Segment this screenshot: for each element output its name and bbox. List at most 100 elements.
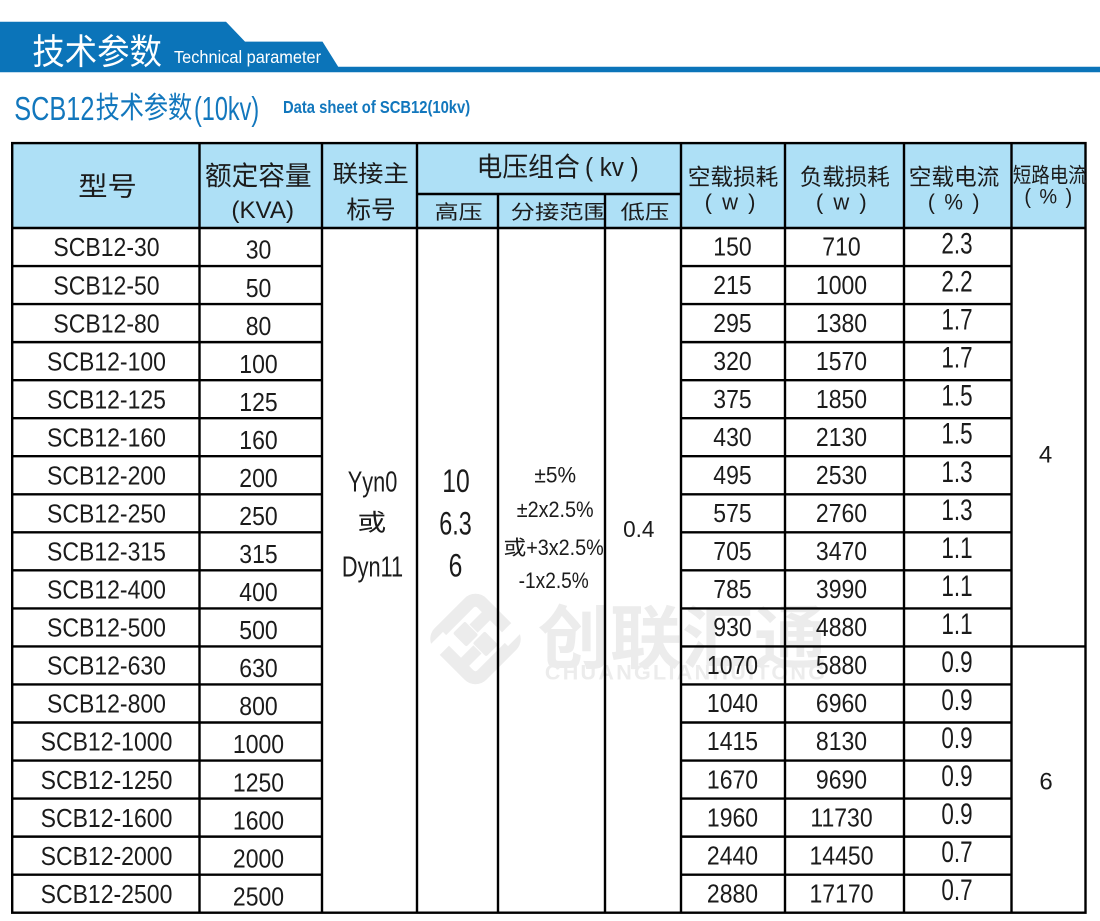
svg-text:50: 50	[246, 275, 272, 304]
svg-text:9690: 9690	[816, 766, 867, 795]
svg-text:SCB12-250: SCB12-250	[47, 500, 166, 529]
svg-text:1670: 1670	[707, 766, 758, 795]
svg-text:100: 100	[239, 351, 277, 380]
svg-text:-1x2.5%: -1x2.5%	[519, 569, 589, 594]
svg-text:0.9: 0.9	[941, 759, 972, 793]
svg-text:1380: 1380	[816, 310, 867, 339]
svg-text:1415: 1415	[707, 728, 758, 757]
svg-text:(10kv): (10kv)	[194, 91, 259, 128]
svg-text:2440: 2440	[707, 842, 758, 871]
svg-text:1.5: 1.5	[941, 417, 972, 451]
svg-text:( w ): ( w )	[705, 190, 758, 215]
svg-text:630: 630	[239, 655, 277, 684]
svg-text:SCB12-2500: SCB12-2500	[41, 881, 173, 910]
svg-text:14450: 14450	[810, 842, 874, 871]
svg-text:1070: 1070	[707, 652, 758, 681]
svg-text:SCB12-400: SCB12-400	[47, 576, 166, 605]
svg-text:SCB12-1250: SCB12-1250	[41, 767, 173, 796]
svg-text:+3x2.5%: +3x2.5%	[526, 536, 604, 560]
svg-text:17170: 17170	[810, 880, 874, 909]
svg-text:±2x2.5%: ±2x2.5%	[517, 498, 594, 522]
svg-text:1040: 1040	[707, 690, 758, 719]
svg-text:SCB12-160: SCB12-160	[47, 424, 166, 453]
svg-text:( kv ): ( kv )	[585, 153, 639, 182]
svg-text:785: 785	[713, 576, 751, 605]
svg-text:400: 400	[239, 579, 277, 608]
svg-text:8130: 8130	[816, 728, 867, 757]
svg-text:1570: 1570	[816, 348, 867, 377]
svg-text:320: 320	[713, 348, 751, 377]
svg-text:1850: 1850	[816, 386, 867, 415]
svg-text:1.7: 1.7	[941, 303, 972, 337]
svg-text:SCB12-125: SCB12-125	[47, 386, 166, 415]
svg-text:2880: 2880	[707, 880, 758, 909]
svg-text:±5%: ±5%	[534, 463, 576, 488]
svg-text:SCB12-1000: SCB12-1000	[41, 728, 173, 757]
svg-text:( % ): ( % )	[928, 190, 982, 215]
svg-text:500: 500	[239, 617, 277, 646]
svg-text:1.7: 1.7	[941, 341, 972, 375]
svg-text:5880: 5880	[816, 652, 867, 681]
svg-text:1.1: 1.1	[941, 607, 972, 641]
svg-text:1.3: 1.3	[941, 455, 972, 489]
svg-text:2760: 2760	[816, 500, 867, 529]
svg-text:SCB12-800: SCB12-800	[47, 690, 166, 719]
svg-text:Yyn0: Yyn0	[348, 467, 398, 499]
svg-text:80: 80	[246, 313, 272, 342]
svg-text:0.9: 0.9	[941, 721, 972, 755]
svg-text:930: 930	[713, 614, 751, 643]
svg-text:2500: 2500	[233, 883, 284, 912]
svg-text:200: 200	[239, 465, 277, 494]
svg-text:315: 315	[239, 541, 277, 570]
svg-text:6: 6	[449, 548, 463, 584]
svg-text:10: 10	[442, 464, 469, 500]
svg-text:575: 575	[713, 500, 751, 529]
svg-text:0.9: 0.9	[941, 683, 972, 717]
svg-text:2000: 2000	[233, 845, 284, 874]
svg-text:1.1: 1.1	[941, 531, 972, 565]
svg-text:1000: 1000	[233, 731, 284, 760]
svg-text:11730: 11730	[810, 804, 872, 833]
svg-text:SCB12-80: SCB12-80	[53, 310, 159, 339]
svg-text:Data sheet of SCB12(10kv): Data sheet of SCB12(10kv)	[283, 98, 470, 117]
svg-text:0.4: 0.4	[623, 516, 654, 542]
svg-text:1.1: 1.1	[941, 569, 972, 603]
svg-text:SCB12-630: SCB12-630	[47, 652, 166, 681]
svg-text:495: 495	[713, 462, 751, 491]
svg-text:6: 6	[1039, 769, 1052, 796]
svg-text:295: 295	[713, 310, 751, 339]
svg-text:(KVA): (KVA)	[231, 197, 294, 224]
svg-text:2130: 2130	[816, 424, 867, 453]
svg-text:800: 800	[239, 693, 277, 722]
svg-text:CHUANGLIANHUITONG: CHUANGLIANHUITONG	[545, 661, 827, 685]
svg-text:215: 215	[713, 272, 751, 301]
svg-text:1250: 1250	[233, 769, 284, 798]
svg-text:1960: 1960	[707, 804, 758, 833]
svg-text:430: 430	[713, 424, 751, 453]
svg-text:4: 4	[1039, 442, 1052, 469]
svg-text:375: 375	[713, 386, 751, 415]
svg-text:30: 30	[246, 236, 272, 265]
svg-text:( % ): ( % )	[1024, 185, 1073, 209]
svg-text:SCB12-2000: SCB12-2000	[41, 843, 173, 872]
svg-text:SCB12-1600: SCB12-1600	[41, 805, 173, 834]
svg-text:1.3: 1.3	[941, 493, 972, 527]
svg-text:Dyn11: Dyn11	[342, 552, 403, 584]
svg-text:1.5: 1.5	[941, 379, 972, 413]
svg-text:6960: 6960	[816, 690, 867, 719]
svg-text:SCB12-100: SCB12-100	[47, 348, 166, 377]
svg-text:705: 705	[713, 538, 751, 567]
svg-text:2.2: 2.2	[941, 265, 972, 299]
svg-text:0.9: 0.9	[941, 645, 972, 679]
svg-text:0.7: 0.7	[941, 835, 972, 869]
svg-text:1600: 1600	[233, 807, 284, 836]
svg-text:2.3: 2.3	[941, 226, 972, 260]
svg-text:0.9: 0.9	[941, 797, 972, 831]
svg-text:SCB12: SCB12	[14, 91, 94, 128]
svg-text:1000: 1000	[816, 272, 867, 301]
svg-text:160: 160	[239, 427, 277, 456]
svg-text:SCB12-50: SCB12-50	[53, 272, 159, 301]
svg-text:( w ): ( w )	[816, 190, 869, 215]
svg-text:0.7: 0.7	[941, 873, 972, 907]
svg-text:4880: 4880	[816, 614, 867, 643]
